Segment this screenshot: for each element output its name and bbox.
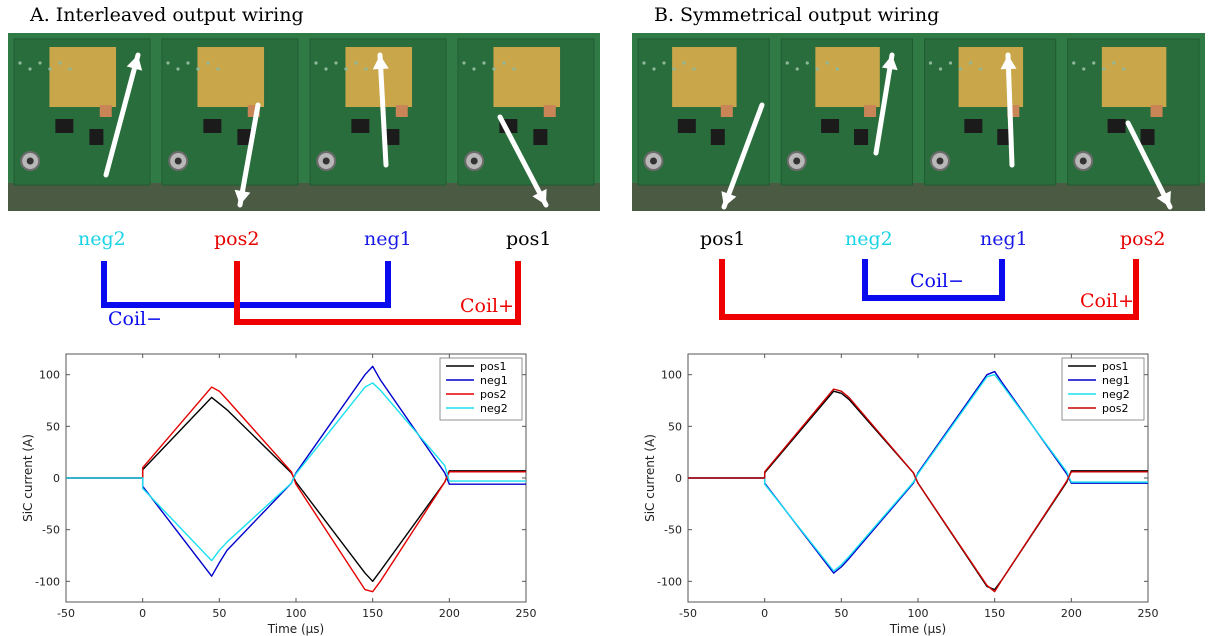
panel-a-wiring-diagram [101, 261, 521, 325]
panel-a-coil-plus-label: Coil+ [460, 295, 515, 317]
panel-a-title: A. Interleaved output wiring [30, 4, 304, 26]
photo-b-arrow-0 [721, 102, 765, 210]
y-axis-label: SiC current (A) [21, 434, 35, 522]
x-tick-label: 50 [212, 607, 226, 620]
legend-box [1061, 357, 1145, 421]
x-tick-label: 50 [834, 607, 848, 620]
panel-b-coil-plus-wire [719, 259, 1139, 320]
x-tick-label: 200 [439, 607, 460, 620]
y-tick-label: 50 [668, 420, 682, 433]
legend-entry-pos1: pos1 [480, 360, 506, 373]
panel-b-coil-minus-label: Coil− [910, 270, 965, 292]
y-axis-label: SiC current (A) [643, 434, 657, 522]
legend-entry-neg2: neg2 [480, 402, 508, 415]
panel-b-coil-minus-wire [862, 259, 1005, 301]
y-tick-label: -100 [35, 575, 60, 588]
photo-a-arrow-2 [377, 52, 389, 168]
y-tick-label: -100 [657, 575, 682, 588]
x-tick-label: -50 [57, 607, 75, 620]
x-axis-label: Time (µs) [267, 622, 324, 636]
x-tick-label: 250 [1138, 607, 1159, 620]
panel-a-coil-minus-label: Coil− [108, 308, 163, 330]
panel-a-coil-plus-wire [234, 261, 521, 325]
panel-a-terminal-pos1: pos1 [506, 228, 552, 250]
panel-b-terminal-neg1: neg1 [980, 228, 1028, 250]
y-tick-label: 50 [46, 420, 60, 433]
x-tick-label: 100 [286, 607, 307, 620]
x-tick-label: -50 [679, 607, 697, 620]
panel-b-pcb-photo [632, 33, 1205, 211]
x-tick-label: 200 [1061, 607, 1082, 620]
panel-a-terminal-pos2: pos2 [214, 228, 260, 250]
x-axis-label: Time (µs) [889, 622, 946, 636]
panel-b-terminal-pos2: pos2 [1120, 228, 1166, 250]
panel-b-terminal-pos1: pos1 [700, 228, 746, 250]
legend-entry-pos1: pos1 [1102, 360, 1128, 373]
legend-box [439, 357, 523, 421]
y-tick-label: 0 [675, 472, 682, 485]
photo-a-arrow-3 [497, 114, 549, 208]
x-tick-label: 150 [362, 607, 383, 620]
legend-entry-pos2: pos2 [480, 388, 506, 401]
legend-entry-neg2: neg2 [1102, 388, 1130, 401]
panel-b-coil-plus-label: Coil+ [1080, 290, 1135, 312]
y-tick-label: -50 [42, 524, 60, 537]
series-line-neg2 [66, 382, 526, 562]
panel-a-pcb-photo [8, 33, 600, 211]
x-tick-label: 150 [984, 607, 1005, 620]
x-tick-label: 0 [761, 607, 768, 620]
photo-b-arrow-1 [873, 52, 895, 156]
x-tick-label: 100 [908, 607, 929, 620]
photo-b-arrow-3 [1125, 120, 1173, 210]
panel-b-terminal-neg2: neg2 [845, 228, 893, 250]
panel-a-current-chart: -50 0 50 100 150 200 250 -100 -50 0 50 100 Time (µs)… [14, 338, 574, 636]
photo-a-arrow-0 [103, 52, 141, 178]
x-tick-label: 250 [516, 607, 537, 620]
panel-b-wiring-diagram [719, 259, 1139, 320]
legend-entry-neg1: neg1 [1102, 374, 1130, 387]
panel-b-title: B. Symmetrical output wiring [654, 4, 940, 26]
y-tick-label: -50 [664, 524, 682, 537]
panel-b-current-chart: -50 0 50 100 150 200 250 -100 -50 0 50 100 Time (µs)… [636, 338, 1196, 636]
y-tick-label: 0 [53, 472, 60, 485]
legend-entry-pos2: pos2 [1102, 402, 1128, 415]
panel-a-terminal-neg2: neg2 [78, 228, 126, 250]
y-tick-label: 100 [39, 369, 60, 382]
series-line-pos2 [688, 388, 1148, 593]
photo-a-arrow-1 [237, 102, 261, 208]
panel-a-terminal-neg1: neg1 [364, 228, 412, 250]
panel-a-coil-minus-wire [101, 261, 391, 308]
x-tick-label: 0 [139, 607, 146, 620]
y-tick-label: 100 [661, 369, 682, 382]
legend-entry-neg1: neg1 [480, 374, 508, 387]
photo-b-arrow-2 [1005, 52, 1015, 168]
